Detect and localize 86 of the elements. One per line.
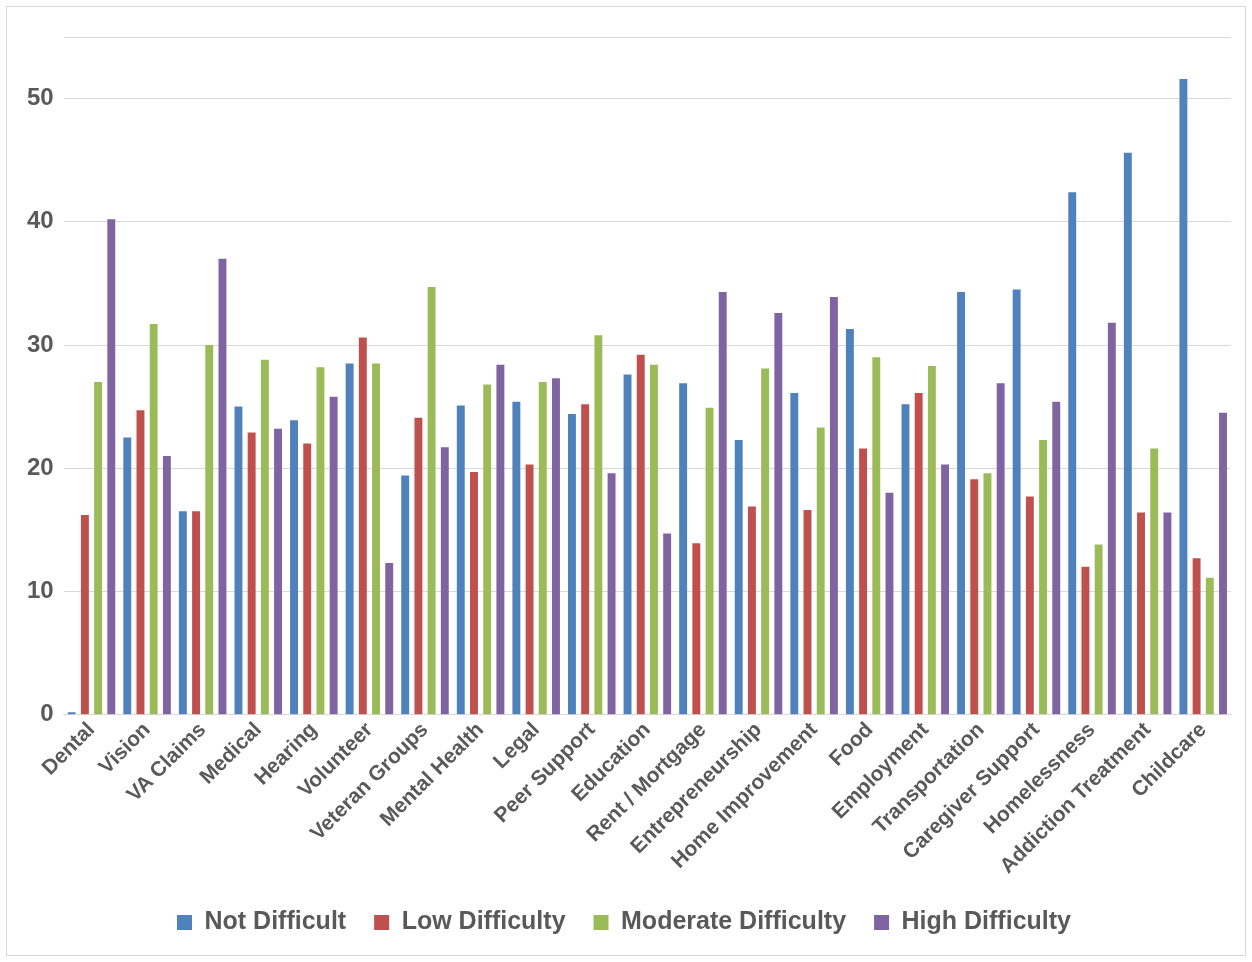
bar [1150, 448, 1159, 715]
y-tick-label: 10 [26, 576, 54, 604]
bar [525, 464, 534, 715]
bar [80, 515, 89, 715]
bar [107, 219, 116, 715]
bar [440, 447, 449, 715]
bar [1068, 192, 1077, 715]
bar [692, 543, 701, 715]
bar [859, 448, 868, 715]
bar [1205, 577, 1214, 715]
y-tick-label: 20 [26, 452, 54, 480]
y-tick-label: 50 [26, 83, 54, 111]
bar [663, 533, 672, 715]
legend-label: Low Difficulty [401, 906, 566, 935]
bar [845, 329, 854, 715]
bar [329, 396, 338, 715]
bar [623, 374, 632, 715]
bar [1094, 544, 1103, 715]
bar [957, 292, 966, 715]
bar [1025, 496, 1034, 715]
bar [401, 475, 410, 715]
bar [761, 368, 770, 715]
bar [512, 401, 521, 715]
bar [303, 443, 312, 715]
bar [260, 359, 269, 715]
bar [1219, 412, 1227, 715]
bar [718, 292, 727, 715]
bar [1039, 439, 1048, 715]
bar [372, 363, 380, 715]
y-tick-label: 0 [40, 699, 54, 727]
y-tick-label: 30 [26, 329, 54, 357]
bar [996, 383, 1005, 715]
bar [1179, 78, 1188, 715]
bar [790, 393, 799, 715]
bar [927, 365, 936, 715]
bar [483, 384, 492, 715]
bar [829, 296, 838, 715]
bar [679, 383, 688, 715]
bar [1123, 152, 1132, 715]
bar [456, 405, 465, 715]
bar [316, 367, 325, 715]
bar [290, 420, 298, 715]
bar [205, 345, 214, 715]
bar [649, 364, 658, 715]
bar [123, 437, 132, 715]
bar [274, 428, 283, 715]
bar [816, 427, 825, 715]
bar [1163, 512, 1172, 715]
bar [594, 335, 603, 715]
bar [872, 357, 881, 715]
bar [192, 511, 201, 715]
bar [470, 471, 478, 715]
legend-label: High Difficulty [901, 906, 1072, 935]
bar [1107, 322, 1116, 715]
y-tick-label: 40 [26, 206, 54, 234]
bar [178, 511, 187, 715]
bar [747, 506, 756, 715]
bar [162, 455, 171, 715]
bar [607, 473, 616, 715]
legend-label: Moderate Difficulty [621, 906, 847, 935]
bar [568, 414, 576, 715]
bar [427, 287, 436, 715]
bar [581, 404, 590, 715]
bar [538, 381, 547, 715]
bar [636, 354, 645, 715]
bar [358, 337, 367, 715]
bar [1052, 401, 1061, 715]
bar [552, 378, 560, 715]
bar [496, 364, 505, 715]
bar [414, 417, 423, 715]
bar [1012, 289, 1021, 715]
bar [94, 381, 103, 715]
bar [914, 393, 923, 715]
bar [1081, 566, 1090, 715]
bar [774, 312, 783, 715]
bar [1192, 558, 1201, 715]
bar [149, 324, 158, 715]
bar [970, 479, 979, 715]
bar [1137, 512, 1145, 715]
legend-label: Not Difficult [204, 906, 347, 935]
bar [345, 363, 354, 715]
bar [247, 432, 256, 715]
bar [385, 563, 394, 715]
bar [734, 439, 743, 715]
bar [234, 406, 243, 715]
bar [941, 464, 950, 715]
